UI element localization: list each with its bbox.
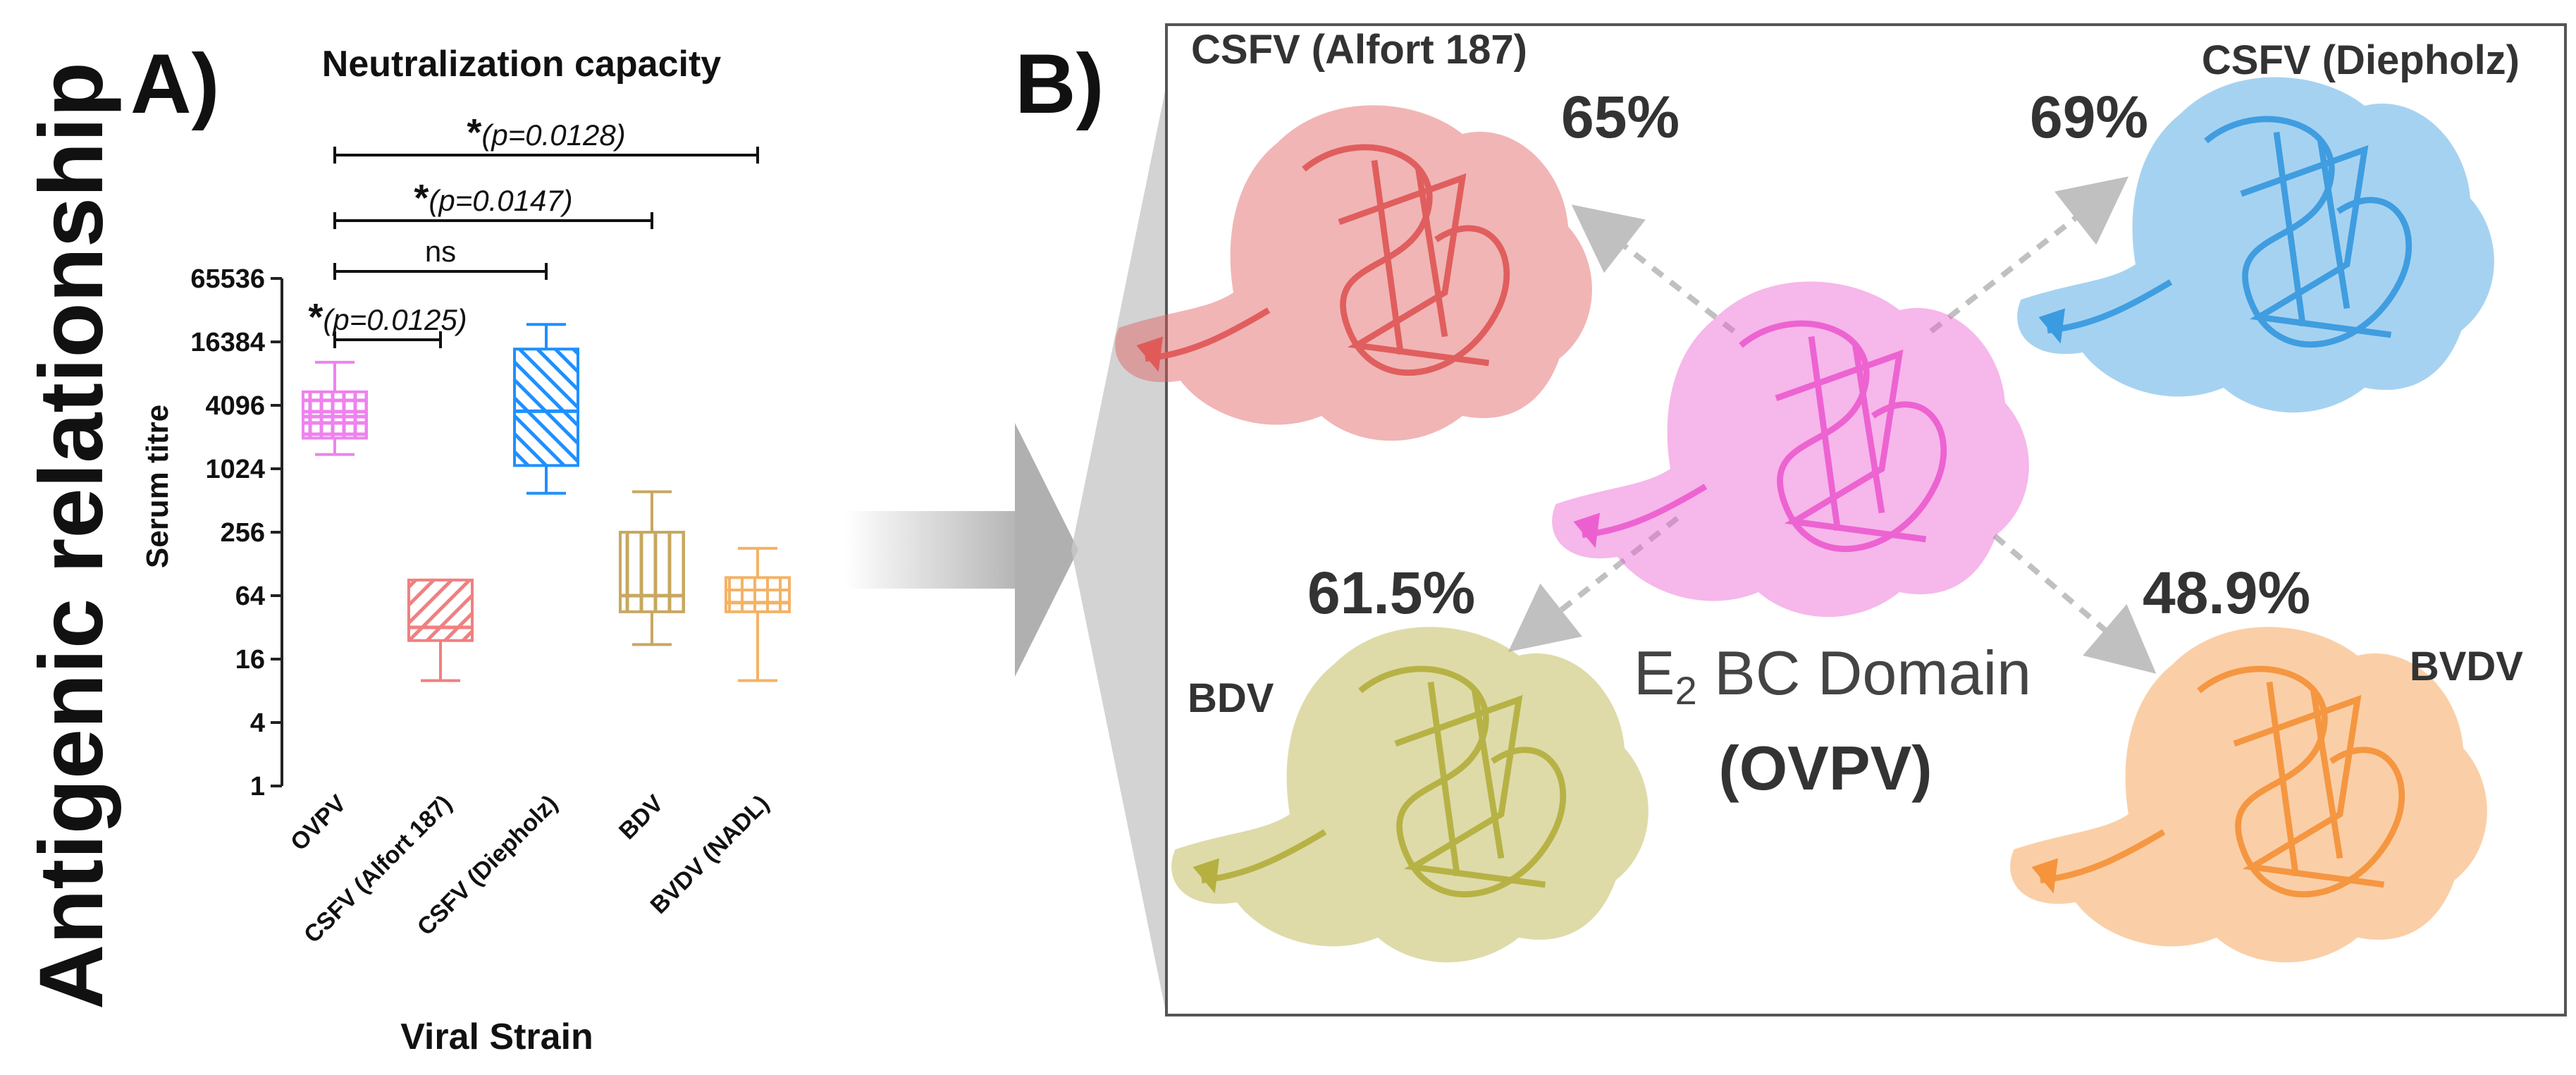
- box-3: [619, 490, 685, 646]
- significance-bar-3: *(p=0.0128): [333, 111, 759, 164]
- panel-a-label: A): [130, 37, 220, 131]
- significance-bar-2: *(p=0.0147): [333, 177, 653, 229]
- significance-label: *(p=0.0125): [308, 296, 467, 338]
- relationship-arrows: [1508, 176, 2157, 674]
- side-title: Antigenic relationship: [21, 62, 122, 1009]
- center-strain-label: (OVPV): [1718, 733, 1932, 803]
- identity-bdv: 61.5%: [1307, 560, 1475, 626]
- box-4: [725, 546, 791, 682]
- box-plot: [302, 323, 791, 682]
- structure-bdv: [1171, 627, 1648, 963]
- y-tick-label: 1024: [205, 455, 265, 484]
- structure-label-bdv: BDV: [1188, 675, 1274, 721]
- y-tick-label: 4: [250, 708, 265, 738]
- significance-bar-1: ns: [333, 235, 548, 280]
- significance-annotations: *(p=0.0125) ns *(p=0.0147) *(p=0.0128): [308, 111, 759, 348]
- y-tick-label: 4096: [205, 391, 265, 421]
- significance-bar-0: *(p=0.0125): [308, 296, 467, 348]
- center-domain-label: E2 BC Domain: [1634, 638, 2031, 713]
- structure-label-csfv-alfort: CSFV (Alfort 187): [1191, 27, 1527, 73]
- y-tick-label: 256: [221, 518, 265, 548]
- protein-structures: [1115, 77, 2494, 963]
- identity-csfv-diepholz: 69%: [2030, 84, 2148, 150]
- structure-csfv-alfort: [1115, 105, 1592, 441]
- structure-label-bvdv: BVDV: [2410, 644, 2523, 689]
- box-1: [407, 578, 474, 682]
- box-2: [513, 323, 579, 495]
- y-tick-label: 65536: [190, 264, 265, 294]
- box-iqr: [725, 576, 791, 613]
- structure-csfv-diepholz: [2017, 77, 2494, 413]
- structure-ovpv: [1552, 281, 2029, 618]
- box-iqr: [513, 348, 579, 467]
- chart-title: Neutralization capacity: [322, 44, 721, 85]
- x-tick-label: OVPV: [285, 790, 352, 856]
- structure-label-csfv-diepholz: CSFV (Diepholz): [2202, 37, 2520, 83]
- x-tick-label: BDV: [614, 790, 669, 845]
- y-tick-label: 16384: [190, 328, 265, 357]
- identity-csfv-alfort: 65%: [1561, 84, 1680, 150]
- box-0: [302, 360, 368, 456]
- significance-label: *(p=0.0128): [467, 111, 625, 154]
- panel-b-frame: [1165, 23, 2567, 1016]
- x-axis-label: Viral Strain: [400, 1016, 593, 1057]
- structure-bvdv: [2010, 627, 2487, 963]
- box-iqr: [407, 578, 474, 642]
- identity-bvdv: 48.9%: [2143, 560, 2310, 626]
- significance-label: *(p=0.0147): [414, 177, 572, 219]
- y-tick-label: 64: [235, 582, 265, 611]
- y-axis-label: Serum titre: [140, 405, 175, 568]
- y-tick-label: 16: [235, 645, 265, 675]
- significance-label: ns: [425, 235, 456, 268]
- panel-arrow: [846, 85, 1166, 1015]
- box-iqr: [619, 531, 685, 613]
- y-axis: 1 4 16 64 256 1024 4096 16384 65536: [190, 264, 283, 801]
- y-tick-label: 1: [250, 772, 265, 801]
- panel-b-label: B): [1015, 37, 1104, 131]
